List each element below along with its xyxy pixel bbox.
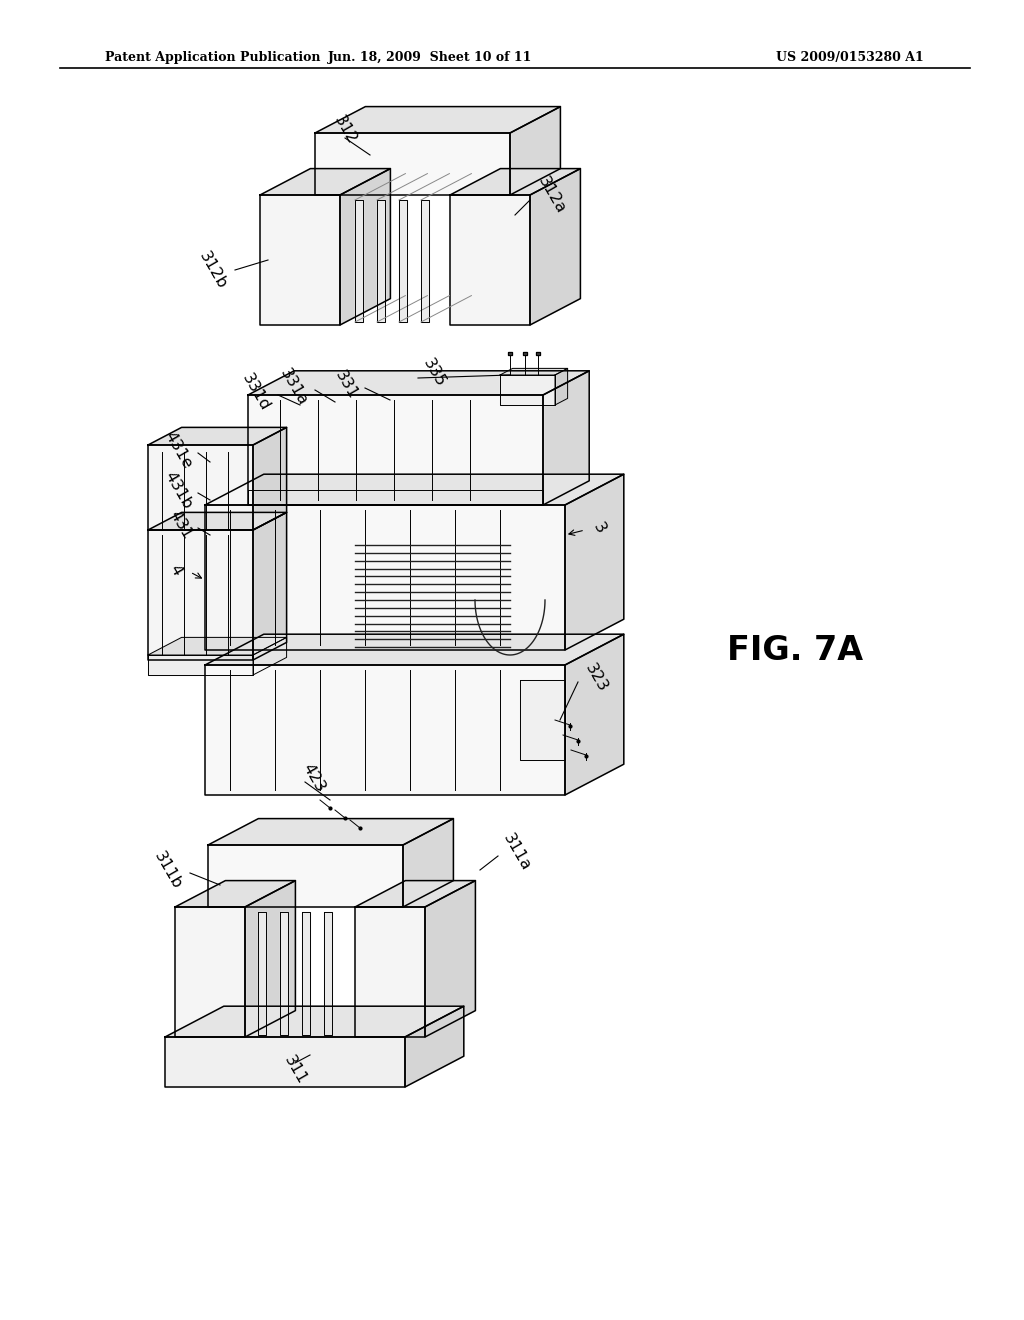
Polygon shape bbox=[523, 352, 527, 355]
Text: 312b: 312b bbox=[197, 248, 230, 292]
Polygon shape bbox=[148, 445, 253, 531]
Polygon shape bbox=[530, 169, 581, 325]
Polygon shape bbox=[450, 169, 581, 195]
Polygon shape bbox=[248, 395, 543, 506]
Text: 323: 323 bbox=[582, 661, 610, 694]
Text: 431b: 431b bbox=[162, 469, 195, 511]
Polygon shape bbox=[500, 375, 555, 405]
Text: 331a: 331a bbox=[276, 366, 310, 408]
Text: 312a: 312a bbox=[535, 174, 568, 216]
Polygon shape bbox=[205, 506, 565, 649]
Text: Jun. 18, 2009  Sheet 10 of 11: Jun. 18, 2009 Sheet 10 of 11 bbox=[328, 50, 532, 63]
Polygon shape bbox=[508, 352, 512, 355]
Polygon shape bbox=[377, 201, 385, 322]
Polygon shape bbox=[248, 490, 543, 506]
Polygon shape bbox=[315, 107, 560, 133]
Polygon shape bbox=[425, 880, 475, 1038]
Polygon shape bbox=[260, 195, 340, 325]
Polygon shape bbox=[555, 368, 567, 405]
Polygon shape bbox=[450, 195, 530, 325]
Text: Patent Application Publication: Patent Application Publication bbox=[105, 50, 321, 63]
Polygon shape bbox=[148, 638, 287, 655]
Polygon shape bbox=[565, 474, 624, 649]
Polygon shape bbox=[520, 680, 565, 760]
Text: 311: 311 bbox=[281, 1053, 309, 1086]
Text: 335: 335 bbox=[420, 356, 449, 389]
Polygon shape bbox=[406, 1006, 464, 1086]
Polygon shape bbox=[543, 371, 589, 506]
Polygon shape bbox=[175, 907, 245, 1038]
Polygon shape bbox=[258, 912, 266, 1035]
Polygon shape bbox=[421, 201, 429, 322]
Polygon shape bbox=[165, 1006, 464, 1038]
Polygon shape bbox=[253, 512, 287, 660]
Polygon shape bbox=[253, 638, 287, 675]
Text: 312: 312 bbox=[331, 114, 359, 147]
Polygon shape bbox=[148, 428, 287, 445]
Text: 431e: 431e bbox=[162, 429, 195, 471]
Polygon shape bbox=[302, 912, 310, 1035]
Text: 423: 423 bbox=[300, 762, 328, 795]
Polygon shape bbox=[148, 512, 287, 531]
Polygon shape bbox=[340, 169, 390, 325]
Text: 3: 3 bbox=[590, 520, 608, 536]
Text: 331d: 331d bbox=[239, 371, 272, 413]
Polygon shape bbox=[315, 133, 510, 195]
Polygon shape bbox=[355, 907, 425, 1038]
Text: 331: 331 bbox=[332, 368, 360, 401]
Polygon shape bbox=[399, 201, 407, 322]
Polygon shape bbox=[148, 655, 253, 675]
Polygon shape bbox=[510, 107, 560, 195]
Polygon shape bbox=[205, 665, 565, 795]
Polygon shape bbox=[260, 169, 390, 195]
Polygon shape bbox=[324, 912, 332, 1035]
Polygon shape bbox=[245, 880, 295, 1038]
Polygon shape bbox=[500, 368, 567, 375]
Polygon shape bbox=[355, 201, 362, 322]
Polygon shape bbox=[148, 531, 253, 660]
Text: US 2009/0153280 A1: US 2009/0153280 A1 bbox=[776, 50, 924, 63]
Polygon shape bbox=[248, 371, 589, 395]
Polygon shape bbox=[536, 352, 540, 355]
Polygon shape bbox=[175, 880, 295, 907]
Text: 4: 4 bbox=[167, 562, 185, 578]
Polygon shape bbox=[565, 634, 624, 795]
Polygon shape bbox=[205, 474, 624, 506]
Text: 311b: 311b bbox=[152, 849, 185, 891]
Polygon shape bbox=[280, 912, 288, 1035]
Polygon shape bbox=[208, 818, 454, 845]
Polygon shape bbox=[355, 880, 475, 907]
Text: FIG. 7A: FIG. 7A bbox=[727, 634, 863, 667]
Polygon shape bbox=[208, 845, 403, 907]
Text: 311a: 311a bbox=[500, 830, 534, 874]
Polygon shape bbox=[165, 1038, 406, 1086]
Text: 431: 431 bbox=[167, 508, 195, 543]
Polygon shape bbox=[403, 818, 454, 907]
Polygon shape bbox=[253, 428, 287, 531]
Polygon shape bbox=[205, 634, 624, 665]
